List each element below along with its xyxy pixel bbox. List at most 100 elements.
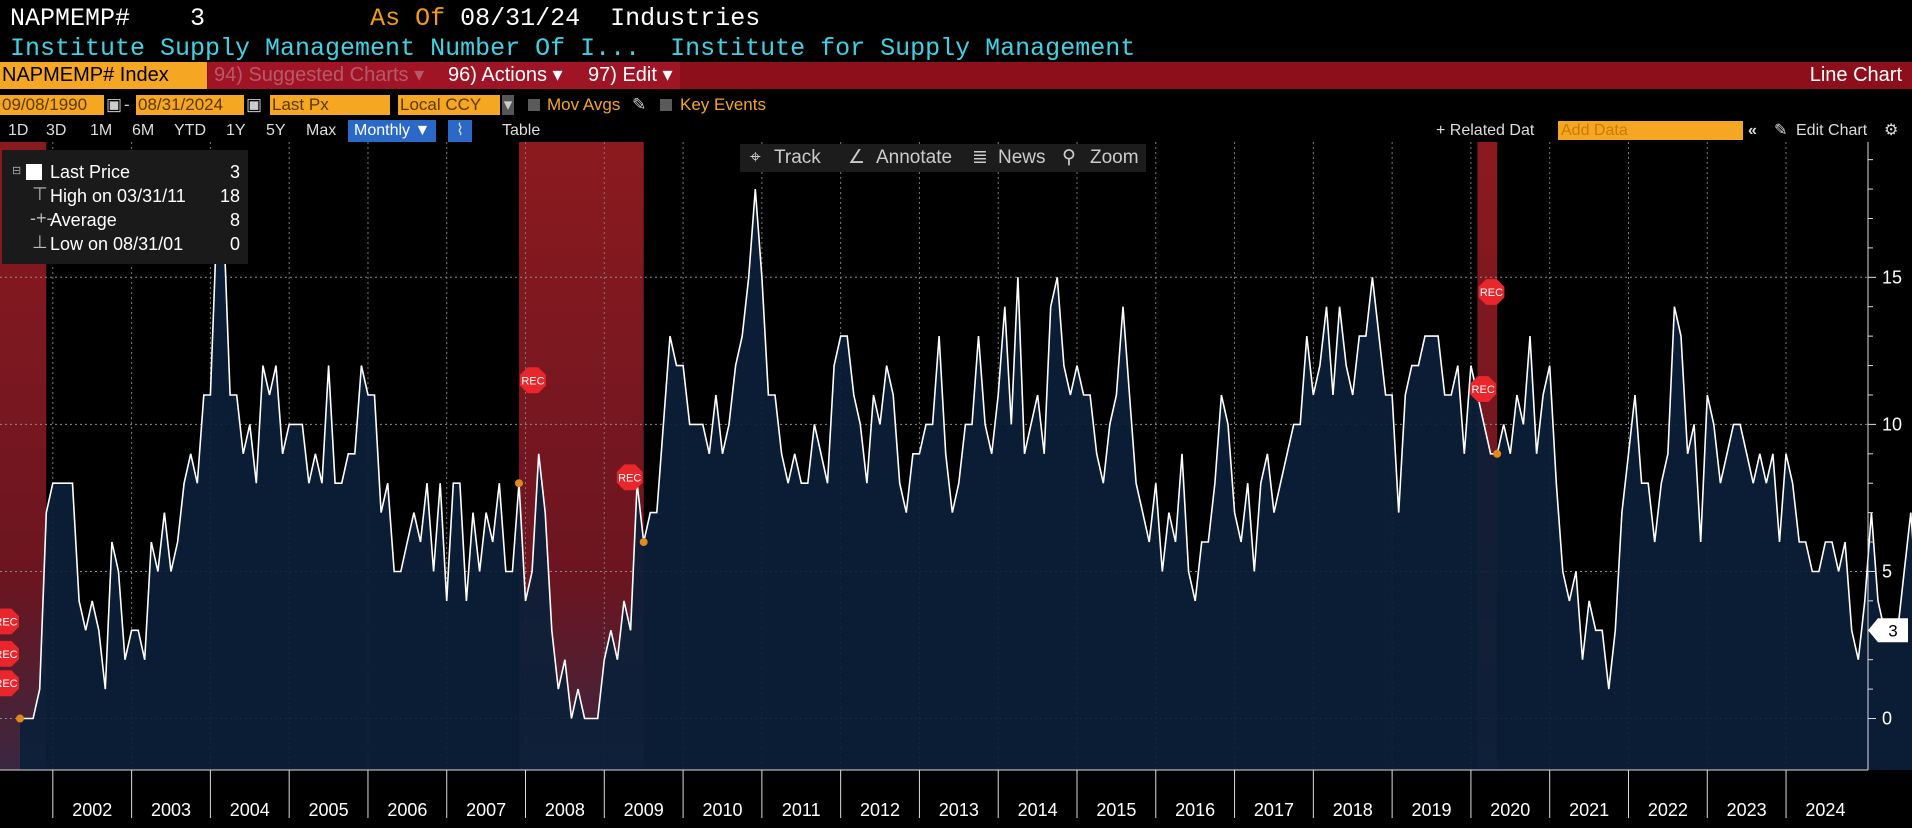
x-tick-label: 2014 (1018, 800, 1058, 820)
related-data-button[interactable]: + Related Dat (1436, 122, 1535, 139)
y-tick-label: 5 (1882, 561, 1892, 581)
x-tick-label: 2002 (72, 800, 112, 820)
chart-type-label[interactable]: Line Chart (1809, 64, 1902, 86)
rec-marker: REC (1478, 279, 1505, 305)
rec-octagon (520, 367, 546, 394)
range-3d[interactable]: 3D (46, 122, 67, 139)
periodicity-select[interactable]: Monthly ▼ (348, 120, 437, 142)
x-tick-label: 2004 (230, 800, 270, 820)
series-line (20, 189, 1912, 720)
x-tick-label: 2020 (1490, 800, 1530, 820)
double-chevron-left-icon[interactable]: « (1748, 122, 1757, 139)
rec-marker: REC (616, 464, 643, 491)
index-tab[interactable]: NAPMEMP# Index (0, 62, 207, 89)
zoom-icon[interactable]: ⚲ (1062, 147, 1076, 168)
x-tick-label: 2013 (939, 800, 979, 820)
annotate-icon[interactable]: ∠ (848, 147, 866, 168)
calendar-icon[interactable]: ▣ (106, 95, 123, 114)
last-value-marker: 3 (1868, 618, 1908, 643)
rec-label: REC (0, 616, 18, 628)
actions-label: 96) Actions (448, 64, 547, 86)
x-tick-label: 2006 (387, 800, 427, 820)
x-tick-label: 2024 (1805, 800, 1845, 820)
periodicity-label: Monthly (354, 122, 411, 139)
x-tick-label: 2023 (1727, 800, 1767, 820)
security-description: Institute Supply Management Number Of I.… (10, 34, 641, 63)
range-1m[interactable]: 1M (90, 122, 113, 139)
chart-view-icon[interactable]: ⌇ (448, 120, 472, 142)
news-icon[interactable]: ≣ (972, 147, 988, 168)
event-dot (514, 479, 523, 488)
chevron-down-icon[interactable]: ▾ (502, 95, 514, 115)
legend-average-value: 8 (229, 210, 240, 230)
x-tick-label: 2016 (1175, 800, 1215, 820)
edit-menu-button[interactable]: 97) Edit ▾ (582, 62, 680, 89)
gear-icon[interactable]: ⚙ (1884, 122, 1899, 139)
rec-label: REC (0, 649, 18, 661)
end-date-field[interactable]: 08/31/2024 (136, 95, 244, 115)
range-6m[interactable]: 6M (132, 122, 155, 139)
x-axis: 2002 2003 2004 2005 2006 2007 2008 2009 2010 2011… (0, 769, 1868, 820)
y-tick-label: 0 (1882, 709, 1892, 729)
key-events-checkbox[interactable] (660, 99, 672, 111)
caret-down-icon: ▾ (662, 64, 673, 86)
actions-menu-button[interactable]: 96) Actions ▾ (442, 62, 584, 89)
rec-label: REC (521, 375, 544, 387)
crosshair-icon[interactable]: ⌖ (750, 147, 761, 168)
average-marker-icon: -+- (30, 208, 53, 228)
event-dot (1493, 449, 1502, 458)
high-marker-icon: ⊤ (32, 184, 48, 204)
track-button[interactable]: Track (774, 147, 821, 168)
edit-chart-button[interactable]: Edit Chart (1796, 122, 1868, 139)
range-ytd[interactable]: YTD (174, 122, 206, 139)
rec-octagon (1478, 279, 1505, 305)
x-tick-label: 2017 (1254, 800, 1294, 820)
caret-down-icon: ▾ (414, 64, 425, 86)
start-date-field[interactable]: 09/08/1990 (0, 95, 104, 115)
calendar-icon[interactable]: ▣ (246, 95, 263, 114)
header-line: NAPMEMP# 3 As Of 08/31/24 Industries (10, 4, 760, 34)
range-1d[interactable]: 1D (8, 122, 29, 139)
suggested-charts-button[interactable]: 94) Suggested Charts ▾ (208, 62, 444, 89)
recession-markers: REC REC REC REC REC REC REC (0, 279, 1505, 723)
annotate-button[interactable]: Annotate (876, 147, 953, 168)
low-marker-icon: ⊥ (32, 232, 48, 252)
caret-down-icon: ▾ (552, 64, 563, 86)
rec-marker: REC (0, 640, 19, 667)
zoom-button[interactable]: Zoom (1090, 147, 1139, 168)
range-1y[interactable]: 1Y (226, 122, 246, 139)
range-max[interactable]: Max (306, 122, 337, 139)
rec-marker: REC (1470, 376, 1497, 402)
rec-marker: REC (0, 670, 19, 697)
news-button[interactable]: News (998, 147, 1046, 168)
range-row: 1D 3D 1M 6M YTD 1Y 5Y Max Monthly ▼ ⌇ Ta… (0, 120, 1912, 142)
collapse-icon[interactable]: ⊟ (12, 165, 22, 177)
mov-avgs-checkbox[interactable] (528, 99, 540, 111)
legend-last-value: 3 (229, 162, 240, 182)
field-select[interactable]: Last Px (270, 95, 390, 115)
currency-select[interactable]: Local CCY (398, 95, 500, 115)
ticker-label: NAPMEMP# (10, 4, 131, 33)
range-5y[interactable]: 5Y (266, 122, 286, 139)
rec-marker: REC (520, 367, 546, 394)
series-area (20, 189, 1912, 770)
last-value-label: 3 (190, 4, 206, 33)
x-tick-label: 2021 (1569, 800, 1609, 820)
table-view-button[interactable]: Table (502, 122, 541, 139)
x-tick-label: 2019 (1411, 800, 1451, 820)
description-line: Institute Supply Management Number Of I.… (10, 34, 1135, 63)
mov-avgs-label: Mov Avgs (547, 95, 621, 114)
as-of-label: As Of (370, 4, 446, 33)
pencil-icon[interactable]: ✎ (632, 95, 647, 114)
rec-octagon (0, 640, 19, 667)
add-data-input[interactable]: Add Data (1558, 121, 1743, 140)
legend-high-value: 18 (219, 186, 240, 206)
rec-label: REC (0, 678, 18, 690)
chart-tools: ⌖ Track ∠ Annotate ≣ News ⚲ Zoom (740, 144, 1146, 172)
rec-octagon (616, 464, 643, 491)
x-tick-label: 2022 (1648, 800, 1688, 820)
rec-label: REC (618, 472, 641, 484)
suggested-charts-label: 94) Suggested Charts (214, 64, 409, 86)
pencil-icon[interactable]: ✎ (1774, 122, 1788, 139)
